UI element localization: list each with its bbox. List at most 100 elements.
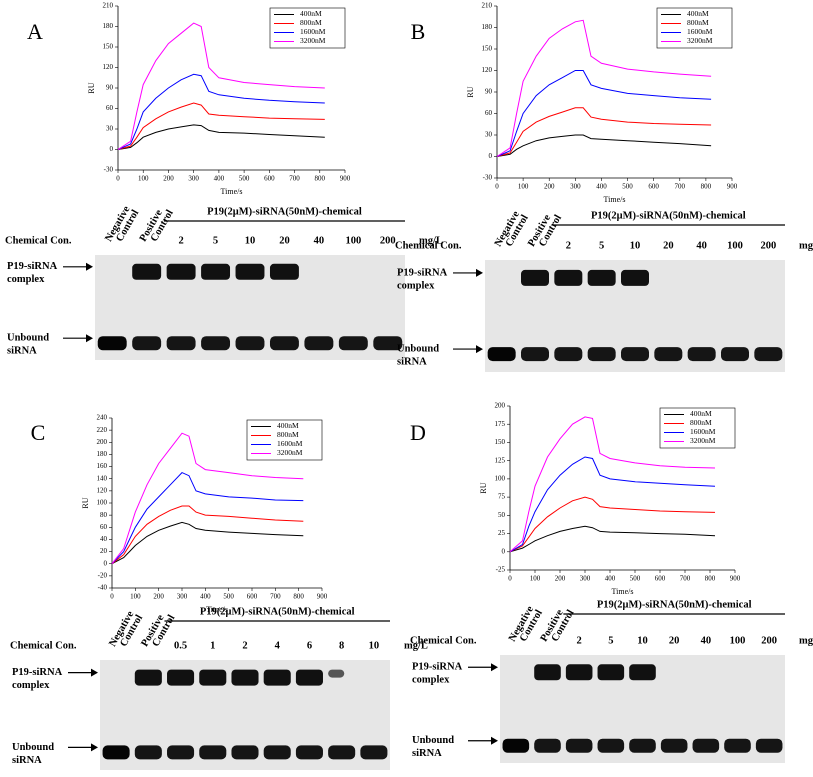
x-tick-label: 700	[270, 593, 281, 601]
x-tick-label: 900	[730, 575, 741, 583]
concentration-label: 40	[696, 240, 707, 251]
legend-label: 1600nM	[690, 427, 716, 436]
unbound-band	[360, 745, 388, 760]
series-line	[496, 134, 712, 157]
x-tick-label: 600	[648, 183, 659, 191]
series-line	[509, 416, 716, 553]
complex-band	[199, 669, 227, 686]
unbound-band	[295, 745, 323, 760]
series-line	[509, 525, 716, 553]
concentration-label: 20	[669, 635, 680, 646]
y-tick-label: -20	[98, 571, 108, 579]
complex-band	[132, 263, 162, 280]
unbound-band	[199, 745, 227, 760]
x-tick-label: 0	[116, 175, 120, 183]
complex-band	[328, 669, 345, 678]
row-band-label: siRNA	[12, 755, 42, 766]
legend-label: 3200nM	[277, 448, 303, 457]
complex-band	[167, 669, 195, 686]
y-tick-label: -25	[496, 566, 506, 574]
complex-band	[295, 669, 323, 686]
y-tick-label: 220	[97, 426, 108, 434]
legend-label: 3200nM	[687, 36, 713, 45]
y-tick-label: -30	[104, 166, 114, 174]
row-band-label: Unbound	[397, 343, 439, 354]
panel-label: B	[411, 19, 426, 44]
row-band-label: P19-siRNA	[397, 267, 448, 278]
panel-label: D	[410, 420, 426, 445]
x-tick-label: 800	[705, 575, 716, 583]
unit-label: mg/L	[799, 635, 813, 646]
x-axis-label: Time/s	[221, 187, 243, 196]
unbound-band	[587, 347, 616, 362]
arrow-head	[491, 736, 498, 745]
x-tick-label: 900	[340, 175, 351, 183]
y-tick-label: 200	[495, 402, 506, 410]
legend-label: 400nM	[687, 9, 709, 18]
row-label: Chemical Con.	[395, 240, 462, 251]
row-label: Chemical Con.	[10, 640, 77, 651]
x-tick-label: 800	[293, 593, 304, 601]
x-tick-label: 300	[177, 593, 188, 601]
concentration-label: 2	[178, 235, 183, 246]
x-tick-label: 0	[110, 593, 114, 601]
unbound-band	[721, 347, 749, 362]
y-tick-label: 90	[485, 88, 493, 96]
x-tick-label: 200	[544, 183, 555, 191]
complex-band	[565, 664, 593, 681]
x-tick-label: 500	[622, 183, 633, 191]
complex-band	[235, 263, 265, 280]
x-tick-label: 500	[630, 575, 641, 583]
y-tick-label: 180	[97, 450, 108, 458]
legend-label: 400nM	[300, 9, 322, 18]
x-tick-label: 0	[495, 183, 499, 191]
unit-label: mg/L	[799, 240, 813, 251]
y-tick-label: 120	[103, 63, 114, 71]
x-tick-label: 700	[289, 175, 300, 183]
legend-label: 800nM	[300, 18, 322, 27]
complex-band	[269, 263, 299, 280]
unbound-band	[201, 336, 231, 351]
x-tick-label: 500	[239, 175, 250, 183]
unbound-band	[755, 738, 783, 753]
y-tick-label: 100	[97, 499, 108, 507]
x-tick-label: 300	[580, 575, 591, 583]
concentration-label: 0.5	[174, 640, 187, 651]
y-tick-label: 75	[498, 493, 506, 501]
x-tick-label: 600	[264, 175, 275, 183]
y-tick-label: 180	[482, 23, 493, 31]
legend-label: 800nM	[690, 418, 712, 427]
x-tick-label: 900	[317, 593, 328, 601]
unbound-band	[231, 745, 259, 760]
y-tick-label: 160	[97, 462, 108, 470]
unbound-band	[629, 738, 656, 753]
complex-band	[201, 263, 231, 280]
y-tick-label: 175	[495, 420, 506, 428]
unbound-band	[554, 347, 583, 362]
concentration-label: 200	[760, 240, 776, 251]
row-band-label: complex	[12, 680, 50, 691]
x-tick-label: 800	[701, 183, 712, 191]
concentration-label: 20	[663, 240, 674, 251]
unbound-band	[269, 336, 299, 351]
row-band-label: Unbound	[412, 735, 454, 746]
x-tick-label: 100	[518, 183, 529, 191]
y-tick-label: 0	[502, 547, 506, 555]
complex-band	[231, 669, 259, 686]
y-tick-label: 30	[485, 131, 493, 139]
y-tick-label: 210	[103, 2, 114, 10]
series-line	[117, 73, 325, 150]
y-tick-label: 80	[100, 511, 108, 519]
series-line	[111, 521, 304, 565]
unbound-band	[597, 738, 625, 753]
y-tick-label: 90	[106, 84, 114, 92]
y-tick-label: -40	[98, 584, 108, 592]
y-tick-label: 210	[482, 2, 493, 10]
unbound-band	[654, 347, 683, 362]
x-tick-label: 100	[138, 175, 149, 183]
y-tick-label: 0	[489, 152, 493, 160]
y-axis-label: RU	[466, 86, 475, 97]
y-tick-label: 140	[97, 474, 108, 482]
y-tick-label: 150	[482, 45, 493, 53]
unbound-band	[167, 745, 195, 760]
